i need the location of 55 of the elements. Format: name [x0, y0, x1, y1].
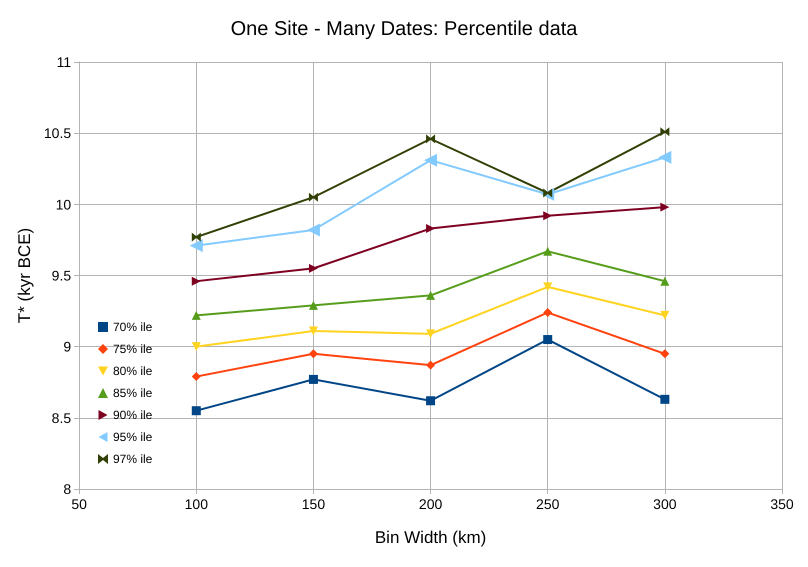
point	[660, 276, 670, 286]
x-tick-label: 150	[302, 496, 326, 512]
legend-label: 70% ile	[113, 320, 153, 334]
point	[426, 396, 436, 406]
legend-label: 80% ile	[113, 364, 153, 378]
point	[424, 154, 438, 167]
point	[192, 232, 201, 242]
point	[543, 246, 552, 256]
point	[543, 335, 552, 344]
point	[660, 349, 670, 358]
point	[426, 290, 436, 300]
x-tick-label: 250	[536, 496, 560, 512]
y-tick-label: 9.5	[52, 268, 72, 284]
x-tick-label: 200	[418, 496, 442, 512]
point	[308, 192, 318, 202]
legend-label: 97% ile	[113, 452, 153, 466]
x-tick-label: 350	[770, 496, 794, 512]
y-tick-label: 8.5	[52, 410, 72, 426]
point	[426, 329, 436, 338]
legend-label: 90% ile	[113, 408, 153, 422]
point	[426, 134, 436, 144]
point	[192, 276, 201, 286]
y-tick-label: 8	[63, 481, 72, 497]
point	[660, 310, 670, 320]
point	[308, 264, 318, 273]
point	[660, 202, 670, 212]
x-tick-label: 300	[653, 496, 677, 512]
point	[543, 282, 552, 292]
legend-label: 95% ile	[113, 430, 153, 444]
point	[192, 372, 201, 382]
chart-title: One Site - Many Dates: Percentile data	[230, 18, 578, 40]
x-axis-title: Bin Width (km)	[374, 528, 486, 547]
point	[426, 360, 436, 370]
point	[190, 239, 203, 252]
y-tick-label: 10.5	[44, 125, 72, 142]
point	[660, 394, 670, 404]
point	[192, 406, 201, 416]
y-tick-label: 9	[63, 338, 72, 355]
x-tick-label: 50	[71, 496, 88, 512]
point	[308, 326, 318, 336]
point	[308, 349, 318, 358]
point	[543, 308, 552, 318]
y-tick-label: 11	[56, 54, 72, 70]
x-tick-label: 100	[184, 496, 208, 512]
y-tick-label: 10	[56, 196, 72, 212]
point	[192, 310, 201, 320]
y-axis-title: T* (kyr BCE)	[15, 228, 34, 324]
legend-label: 75% ile	[113, 342, 153, 356]
point	[660, 127, 670, 136]
point	[306, 223, 320, 236]
point	[192, 342, 201, 352]
point	[308, 300, 318, 310]
point	[658, 150, 672, 164]
point	[308, 374, 318, 384]
legend-label: 85% ile	[113, 386, 153, 400]
